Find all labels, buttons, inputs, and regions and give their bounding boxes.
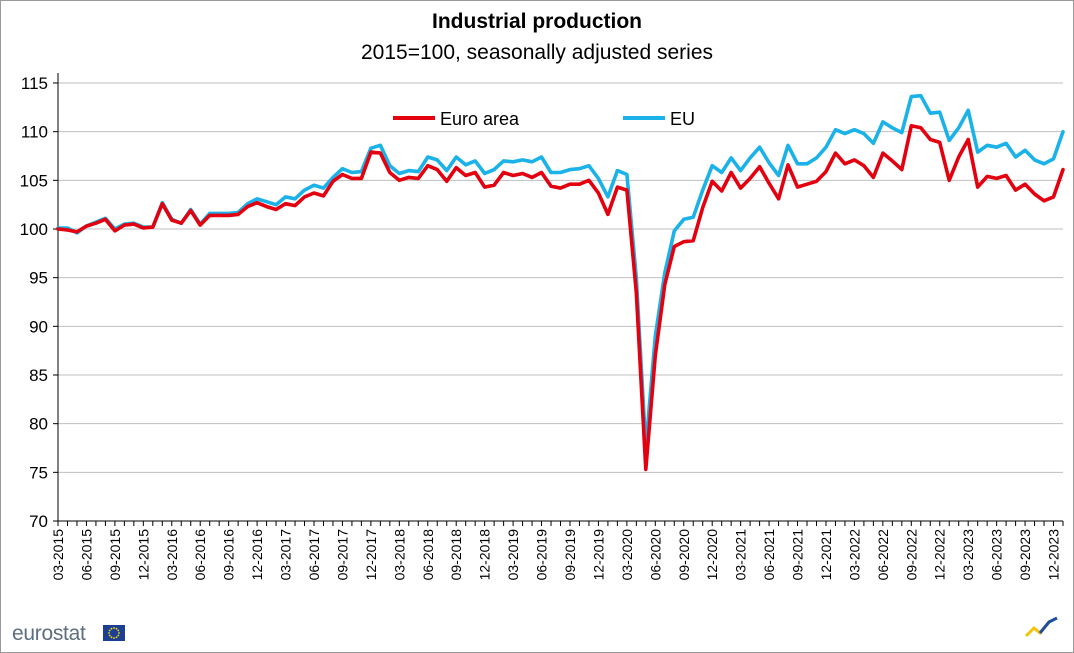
x-tick-label: 09-2017: [334, 529, 350, 581]
x-tick-label: 12-2016: [249, 529, 265, 581]
x-tick-label: 09-2015: [107, 529, 123, 581]
x-tick-label: 12-2015: [135, 529, 151, 581]
series-lines: [56, 93, 1065, 472]
x-tick-label: 09-2023: [1017, 529, 1033, 581]
chart-title: Industrial production: [432, 10, 642, 33]
x-tick-label: 12-2020: [704, 529, 720, 581]
y-tick-label: 115: [21, 74, 48, 93]
gridlines: [58, 82, 1063, 473]
x-axis-ticks: 03-2015 06-2015 09-2015 12-2015 03-2016 06-20…: [50, 521, 1064, 581]
x-tick-label: 09-2016: [221, 529, 237, 581]
x-tick-label: 06-2017: [306, 529, 322, 581]
y-tick-label: 80: [29, 415, 48, 434]
eurostat-mark-icon: [1024, 616, 1058, 638]
x-tick-label: 09-2021: [790, 529, 806, 581]
x-tick-label: 12-2021: [818, 529, 834, 581]
x-tick-label: 06-2020: [647, 529, 663, 581]
x-tick-label: 12-2018: [477, 529, 493, 581]
x-tick-label: 03-2023: [960, 529, 976, 581]
axes: [57, 73, 1063, 522]
x-tick-label: 06-2019: [534, 529, 550, 581]
x-tick-label: 03-2018: [391, 529, 407, 581]
eurostat-logo: eurostat: [12, 622, 86, 645]
series-line-euro-area: [56, 124, 1065, 472]
x-tick-label: 09-2019: [562, 529, 578, 581]
legend-label: EU: [670, 109, 695, 129]
series-line-eu: [56, 93, 1065, 450]
x-tick-label: 03-2020: [619, 529, 635, 581]
x-tick-label: 09-2018: [448, 529, 464, 581]
x-tick-label: 03-2021: [733, 529, 749, 581]
x-tick-label: 09-2020: [676, 529, 692, 581]
y-tick-label: 90: [29, 317, 48, 336]
x-tick-label: 03-2019: [505, 529, 521, 581]
x-tick-label: 03-2017: [278, 529, 294, 581]
x-tick-label: 06-2016: [192, 529, 208, 581]
x-tick-label: 12-2023: [1046, 529, 1062, 581]
legend: Euro area EU: [393, 109, 695, 129]
x-tick-label: 03-2016: [164, 529, 180, 581]
x-tick-label: 12-2022: [932, 529, 948, 581]
chart-subtitle: 2015=100, seasonally adjusted series: [361, 41, 713, 64]
y-tick-label: 75: [29, 463, 48, 482]
y-tick-label: 100: [20, 220, 48, 239]
x-tick-label: 06-2022: [875, 529, 891, 581]
y-tick-label: 105: [20, 171, 48, 190]
y-axis-ticks: 70 75 80 85 90 95 100 105 110 115: [20, 74, 58, 531]
eu-flag-icon: [103, 625, 125, 641]
x-tick-label: 03-2015: [50, 529, 66, 581]
x-tick-label: 06-2023: [989, 529, 1005, 581]
x-tick-label: 03-2022: [846, 529, 862, 581]
x-tick-label: 12-2019: [590, 529, 606, 581]
y-tick-label: 85: [29, 366, 48, 385]
y-tick-label: 110: [21, 123, 48, 142]
x-tick-label: 12-2017: [363, 529, 379, 581]
y-tick-label: 95: [29, 269, 48, 288]
y-tick-label: 70: [29, 512, 48, 531]
x-tick-label: 06-2018: [420, 529, 436, 581]
legend-label: Euro area: [440, 109, 520, 129]
x-tick-label: 09-2022: [903, 529, 919, 581]
x-tick-label: 06-2015: [78, 529, 94, 581]
x-tick-label: 06-2021: [761, 529, 777, 581]
